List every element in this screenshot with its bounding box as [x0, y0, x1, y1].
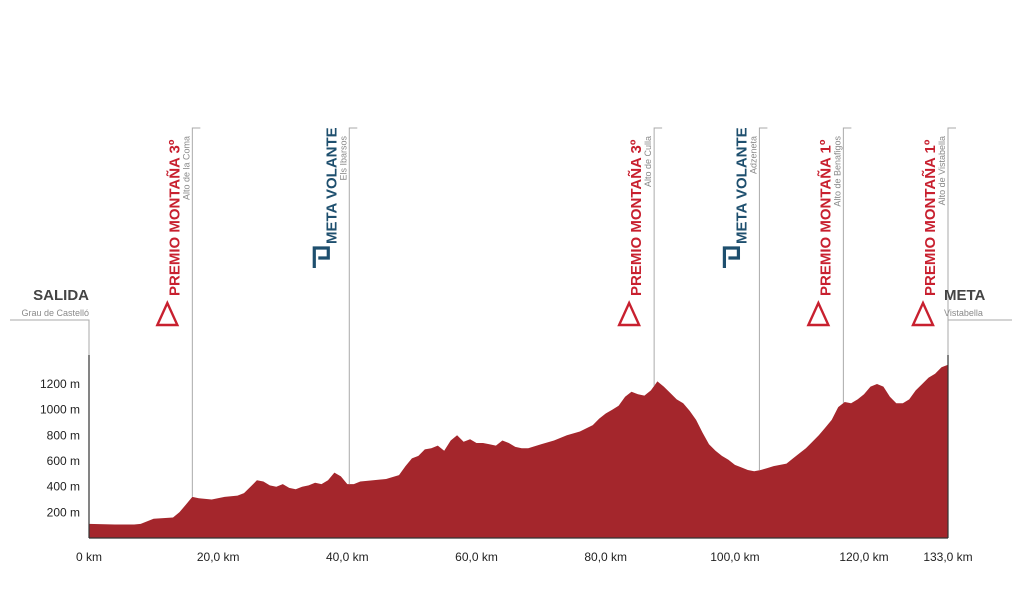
- waypoint-title: PREMIO MONTAÑA 1º: [816, 139, 834, 296]
- finish-label: META Vistabella: [944, 287, 1012, 355]
- waypoint-title: PREMIO MONTAÑA 1º: [921, 139, 939, 296]
- waypoint-guide-line: [348, 127, 358, 485]
- finish-bracket: [947, 319, 1012, 355]
- waypoint-place: Alto de Benafigos: [832, 136, 842, 207]
- y-tick-label: 400 m: [47, 480, 80, 494]
- waypoint-place: Adzeneta: [748, 136, 758, 174]
- triangle-icon: [806, 300, 831, 327]
- waypoint-title: META VOLANTE: [733, 127, 750, 244]
- start-bracket: [10, 319, 90, 355]
- start-label: SALIDA Grau de Castelló: [10, 287, 90, 355]
- x-tick-label: 100,0 km: [710, 550, 759, 564]
- waypoint-title: PREMIO MONTAÑA 3º: [627, 139, 645, 296]
- finish-subtitle: Vistabella: [944, 308, 983, 318]
- elevation-area: [89, 364, 948, 538]
- waypoint-guide-line: [653, 127, 663, 386]
- waypoint-guide-line: [947, 127, 956, 365]
- triangle-icon: [155, 300, 180, 327]
- x-tick-label: 133,0 km: [923, 550, 972, 564]
- waypoint-place: Alto de Vistabella: [937, 136, 947, 205]
- waypoint-guide-line: [191, 127, 201, 497]
- finish-title: META: [944, 287, 986, 304]
- waypoint-place: Alto de Culla: [643, 136, 653, 187]
- x-tick-label: 60,0 km: [455, 550, 498, 564]
- y-tick-label: 200 m: [47, 505, 80, 519]
- profile-layer: [89, 364, 948, 538]
- axes: [88, 355, 949, 539]
- y-tick-label: 1200 m: [40, 377, 80, 391]
- y-tick-label: 600 m: [47, 454, 80, 468]
- x-tick-label: 20,0 km: [197, 550, 240, 564]
- y-tick-label: 800 m: [47, 428, 80, 442]
- waypoint-title: META VOLANTE: [323, 127, 340, 244]
- x-tick-labels: 0 km 20,0 km 40,0 km 60,0 km 80,0 km 100,0 km…: [76, 550, 973, 564]
- x-tick-label: 0 km: [76, 550, 102, 564]
- x-tick-label: 80,0 km: [584, 550, 627, 564]
- triangle-icon: [617, 300, 641, 327]
- x-tick-label: 40,0 km: [326, 550, 369, 564]
- start-subtitle: Grau de Castelló: [21, 308, 89, 318]
- waypoint-place: Alto de la Coma: [181, 136, 191, 200]
- x-tick-label: 120,0 km: [839, 550, 888, 564]
- start-title: SALIDA: [33, 287, 89, 304]
- sprint-p-icon: [722, 246, 741, 268]
- waypoint-guides: [191, 127, 956, 497]
- y-tick-labels: 200 m 400 m 600 m 800 m 1000 m 1200 m: [40, 377, 80, 519]
- waypoint-guide-line: [842, 127, 852, 403]
- waypoint-title: PREMIO MONTAÑA 3º: [165, 139, 183, 296]
- triangle-icon: [911, 300, 935, 327]
- y-tick-label: 1000 m: [40, 403, 80, 417]
- waypoint-guide-line: [758, 127, 768, 471]
- sprint-p-icon: [312, 246, 330, 268]
- waypoint-place: Els Ibarsos: [338, 136, 348, 181]
